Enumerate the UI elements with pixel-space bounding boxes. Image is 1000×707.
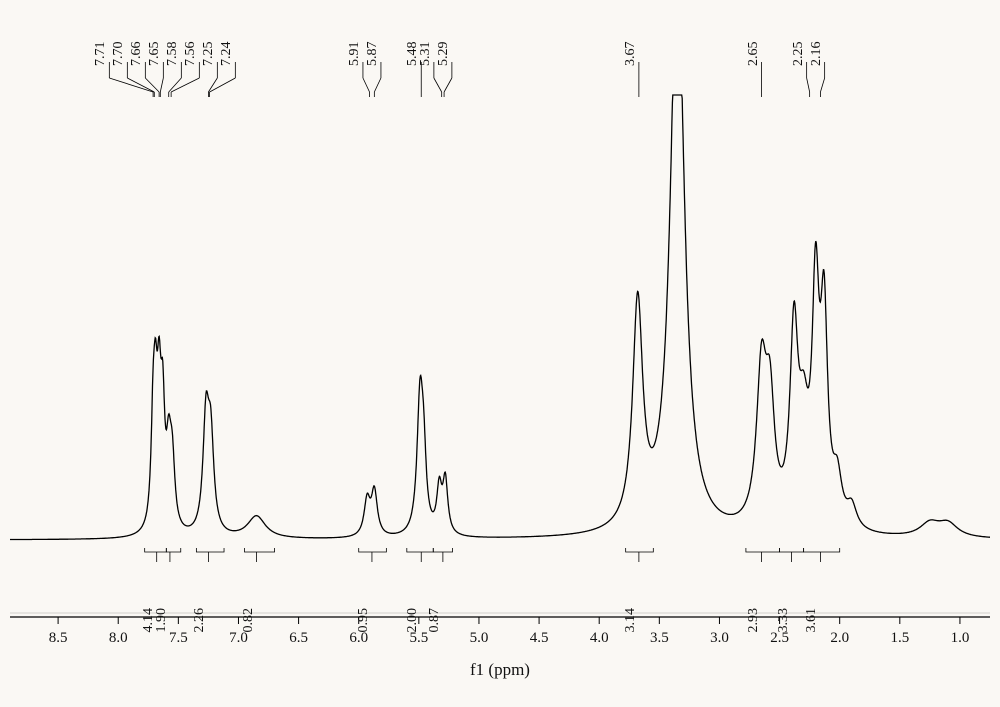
integration-label: 2.00 (405, 608, 421, 633)
peak-label: 7.58 (165, 42, 181, 67)
peak-label: 7.25 (201, 42, 217, 67)
axis-tick-label: 6.0 (349, 630, 368, 647)
integration-label: 0.82 (241, 608, 257, 633)
peak-label: 7.56 (183, 42, 199, 67)
axis-tick-label: 4.5 (530, 630, 549, 647)
axis-tick-label: 6.5 (289, 630, 308, 647)
peak-label: 3.67 (623, 42, 639, 67)
peak-label: 5.29 (436, 42, 452, 67)
integration-label: 3.33 (776, 608, 792, 633)
peak-label: 2.65 (746, 42, 762, 67)
integration-label: 1.90 (154, 608, 170, 633)
integration-label: 2.26 (192, 608, 208, 633)
peak-label: 7.71 (93, 42, 109, 67)
axis-tick-label: 8.0 (109, 630, 128, 647)
integration-label: 0.95 (356, 608, 372, 633)
peak-label: 5.31 (418, 42, 434, 67)
axis-tick-label: 2.0 (830, 630, 849, 647)
axis-tick-label: 4.0 (590, 630, 609, 647)
axis-tick-label: 5.5 (409, 630, 428, 647)
axis-tick-label: 3.5 (650, 630, 669, 647)
axis-tick-label: 2.5 (770, 630, 789, 647)
peak-label: 7.66 (129, 42, 145, 67)
axis-tick-label: 3.0 (710, 630, 729, 647)
integration-label: 3.14 (623, 608, 639, 633)
integration-label: 2.93 (746, 608, 762, 633)
integration-label: 3.61 (804, 608, 820, 633)
axis-title: f1 (ppm) (470, 660, 530, 680)
nmr-spectrum-svg (0, 0, 1000, 707)
peak-label: 5.91 (347, 42, 363, 67)
peak-label: 2.25 (791, 42, 807, 67)
peak-label: 7.70 (111, 42, 127, 67)
axis-tick-label: 8.5 (49, 630, 68, 647)
axis-tick-label: 1.0 (951, 630, 970, 647)
axis-tick-label: 7.0 (229, 630, 248, 647)
axis-tick-label: 5.0 (470, 630, 489, 647)
peak-label: 5.87 (365, 42, 381, 67)
peak-label: 2.16 (809, 42, 825, 67)
integration-label: 0.87 (427, 608, 443, 633)
axis-tick-label: 7.5 (169, 630, 188, 647)
axis-tick-label: 1.5 (890, 630, 909, 647)
peak-label: 7.65 (147, 42, 163, 67)
peak-label: 7.24 (219, 42, 235, 67)
